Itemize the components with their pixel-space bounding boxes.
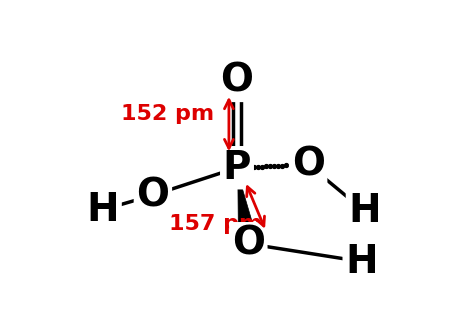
Text: H: H (348, 192, 381, 230)
Text: O: O (292, 145, 325, 184)
Text: H: H (86, 191, 119, 229)
Polygon shape (238, 180, 254, 230)
FancyArrowPatch shape (246, 187, 264, 226)
Text: 157 pm: 157 pm (169, 214, 263, 234)
Text: O: O (137, 176, 169, 214)
Text: 152 pm: 152 pm (121, 104, 214, 124)
FancyArrowPatch shape (225, 100, 233, 148)
Text: P: P (223, 149, 251, 187)
Text: H: H (345, 242, 378, 281)
Text: O: O (220, 62, 254, 99)
Text: O: O (232, 225, 265, 263)
